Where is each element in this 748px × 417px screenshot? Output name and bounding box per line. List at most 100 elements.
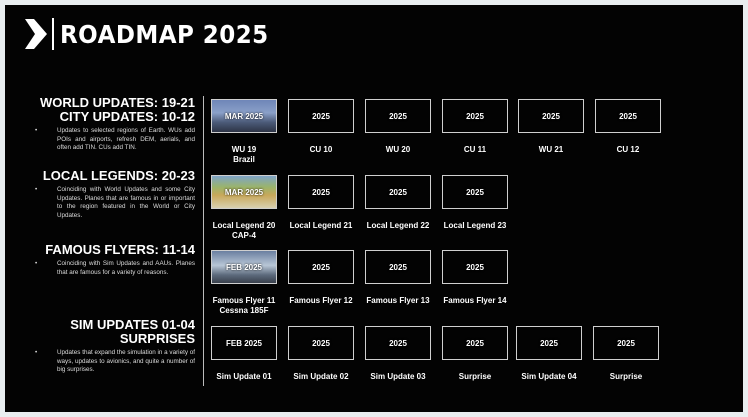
tile-label-line: Sim Update 04 <box>521 372 577 381</box>
tile-date: 2025 <box>389 262 407 272</box>
tile-label: WU 21 <box>508 145 594 155</box>
vertical-divider <box>203 96 204 386</box>
tile-label: Local Legend 22 <box>355 221 441 231</box>
section-heading: WORLD UPDATES: 19-21 <box>39 95 195 110</box>
tile-date: 2025 <box>540 338 558 348</box>
tile-label-line: Famous Flyer 13 <box>366 296 430 305</box>
roadmap-tile: 2025 <box>595 99 661 133</box>
tile-label: WU 19 Brazil <box>201 145 287 164</box>
tile-label-line: Sim Update 03 <box>370 372 426 381</box>
tile-label: Local Legend 23 <box>432 221 518 231</box>
roadmap-tile: MAR 2025 <box>211 175 277 209</box>
tile-label-line: Famous Flyer 12 <box>289 296 353 305</box>
bullet: • <box>35 186 38 193</box>
tile-date: 2025 <box>389 338 407 348</box>
tile-date: 2025 <box>542 111 560 121</box>
roadmap-tile: 2025 <box>442 250 508 284</box>
roadmap-tile: FEB 2025 <box>211 326 277 360</box>
tile-label: Sim Update 04 <box>506 372 592 382</box>
tile-label-line: Surprise <box>458 372 492 381</box>
section-4: SIM UPDATES 01-04 SURPRISES • Updates that … <box>35 318 195 375</box>
tile-date: 2025 <box>312 111 330 121</box>
tile-label: Sim Update 02 <box>278 372 364 382</box>
page-title: ROADMAP 2025 <box>60 20 269 49</box>
tile-date: 2025 <box>466 338 484 348</box>
tile-date: 2025 <box>312 187 330 197</box>
section-2: LOCAL LEGENDS: 20-23 • Coinciding with Wor… <box>35 169 195 220</box>
tile-label: CU 11 <box>432 145 518 155</box>
roadmap-tile: MAR 2025 <box>211 99 277 133</box>
tile-date: 2025 <box>466 111 484 121</box>
tile-date: 2025 <box>312 262 330 272</box>
roadmap-tile: 2025 <box>442 175 508 209</box>
section-description: • Updates to selected regions of Earth. W… <box>35 127 195 153</box>
tile-label-line: CAP-4 <box>231 230 256 240</box>
section-description: • Updates that expand the simulation in a… <box>35 349 195 375</box>
description-text: Updates that expand the simulation in a … <box>57 349 195 374</box>
tile-label: Famous Flyer 14 <box>432 296 518 306</box>
roadmap-tile: 2025 <box>288 326 354 360</box>
chevron-right-logo-icon <box>25 19 47 49</box>
roadmap-tile: 2025 <box>288 99 354 133</box>
tile-label: Famous Flyer 13 <box>355 296 441 306</box>
tile-label-line: Cessna 185F <box>219 305 269 315</box>
tile-label: CU 10 <box>278 145 364 155</box>
description-text: Coinciding with Sim Updates and AAUs. Pl… <box>57 260 195 276</box>
roadmap-tile: 2025 <box>288 175 354 209</box>
section-3: FAMOUS FLYERS: 11-14 • Coinciding with Sim… <box>35 243 195 277</box>
roadmap-tile: 2025 <box>442 326 508 360</box>
tile-label: Surprise <box>583 372 669 382</box>
tile-label-line: Local Legend 21 <box>289 221 353 230</box>
tile-date: 2025 <box>617 338 635 348</box>
tile-label: Famous Flyer 11 Cessna 185F <box>201 296 287 315</box>
tile-label-line: Brazil <box>233 154 255 164</box>
roadmap-tile: 2025 <box>365 175 431 209</box>
tile-label-line: Surprise <box>609 372 643 381</box>
tile-date: 2025 <box>312 338 330 348</box>
roadmap-tile: 2025 <box>288 250 354 284</box>
tile-date: 2025 <box>466 262 484 272</box>
roadmap-tile: 2025 <box>442 99 508 133</box>
description-text: Coinciding with World Updates and some C… <box>57 186 195 219</box>
tile-label: Sim Update 03 <box>355 372 441 382</box>
tile-label-line: CU 11 <box>463 145 487 154</box>
tile-date: 2025 <box>389 187 407 197</box>
tile-label-line: Sim Update 02 <box>293 372 349 381</box>
tile-label-line: Sim Update 01 <box>216 372 272 381</box>
tile-label-line: WU 21 <box>538 145 564 154</box>
logo-divider <box>52 18 54 50</box>
bullet: • <box>35 260 38 267</box>
section-description: • Coinciding with Sim Updates and AAUs. P… <box>35 260 195 277</box>
roadmap-tile: 2025 <box>365 326 431 360</box>
tile-label-line: WU 20 <box>385 145 411 154</box>
tile-date: MAR 2025 <box>224 187 264 197</box>
bullet: • <box>35 127 38 134</box>
tile-label: Surprise <box>432 372 518 382</box>
section-heading: CITY UPDATES: 10-12 <box>59 109 195 124</box>
roadmap-tile: 2025 <box>518 99 584 133</box>
section-heading: LOCAL LEGENDS: 20-23 <box>42 168 195 183</box>
tile-label-line: Local Legend 20 <box>212 221 276 230</box>
description-text: Updates to selected regions of Earth. WU… <box>57 127 195 152</box>
tile-date: FEB 2025 <box>225 262 263 272</box>
tile-label: Famous Flyer 12 <box>278 296 364 306</box>
roadmap-tile: 2025 <box>593 326 659 360</box>
roadmap-tile: 2025 <box>365 99 431 133</box>
tile-date: 2025 <box>619 111 637 121</box>
roadmap-tile: 2025 <box>365 250 431 284</box>
tile-label: Local Legend 21 <box>278 221 364 231</box>
tile-date: MAR 2025 <box>224 111 264 121</box>
roadmap-tile: FEB 2025 <box>211 250 277 284</box>
tile-label-line: Local Legend 23 <box>443 221 507 230</box>
roadmap-tile: 2025 <box>516 326 582 360</box>
tile-label: Local Legend 20 CAP-4 <box>201 221 287 240</box>
section-heading: SIM UPDATES 01-04 <box>70 317 195 332</box>
tile-date: 2025 <box>389 111 407 121</box>
tile-label: WU 20 <box>355 145 441 155</box>
tile-label: CU 12 <box>585 145 671 155</box>
tile-label-line: Famous Flyer 14 <box>443 296 507 305</box>
section-heading: FAMOUS FLYERS: 11-14 <box>45 242 195 257</box>
tile-label-line: Famous Flyer 11 <box>212 296 276 305</box>
tile-date: 2025 <box>466 187 484 197</box>
tile-label-line: CU 10 <box>309 145 333 154</box>
